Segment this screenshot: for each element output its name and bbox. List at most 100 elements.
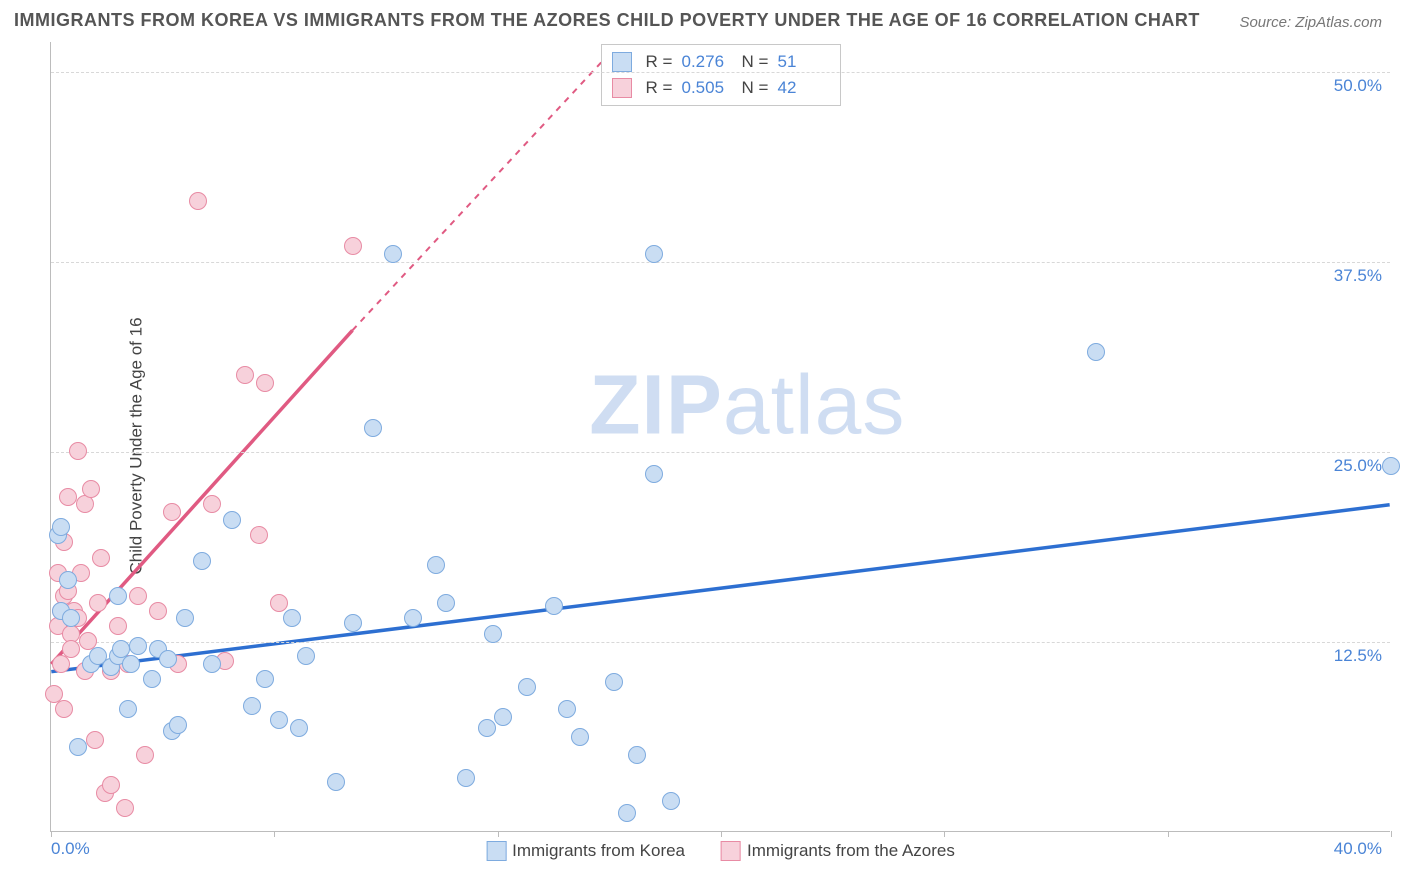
scatter-point-korea: [327, 773, 345, 791]
scatter-point-korea: [59, 571, 77, 589]
scatter-point-azores: [163, 503, 181, 521]
r-value-b: 0.505: [682, 78, 734, 98]
scatter-point-korea: [518, 678, 536, 696]
n-value-b: 42: [778, 78, 830, 98]
scatter-point-korea: [159, 650, 177, 668]
scatter-point-korea: [290, 719, 308, 737]
scatter-point-korea: [1087, 343, 1105, 361]
scatter-plot-area: ZIPatlas R = 0.276 N = 51 R = 0.505 N = …: [50, 42, 1390, 832]
scatter-point-azores: [52, 655, 70, 673]
scatter-point-korea: [283, 609, 301, 627]
gridline: [51, 452, 1390, 453]
scatter-point-azores: [250, 526, 268, 544]
scatter-point-azores: [203, 495, 221, 513]
scatter-point-azores: [149, 602, 167, 620]
scatter-point-korea: [427, 556, 445, 574]
scatter-point-azores: [129, 587, 147, 605]
x-tick: [498, 831, 499, 837]
scatter-point-korea: [494, 708, 512, 726]
bottom-legend: Immigrants from Korea Immigrants from th…: [486, 841, 955, 861]
scatter-point-korea: [143, 670, 161, 688]
x-tick: [721, 831, 722, 837]
scatter-point-azores: [109, 617, 127, 635]
x-tick: [274, 831, 275, 837]
scatter-point-azores: [270, 594, 288, 612]
scatter-point-korea: [571, 728, 589, 746]
scatter-point-azores: [55, 700, 73, 718]
x-tick: [1168, 831, 1169, 837]
x-tick: [51, 831, 52, 837]
y-tick-label: 25.0%: [1334, 456, 1382, 476]
r-label: R =: [646, 78, 674, 98]
y-tick-label: 12.5%: [1334, 646, 1382, 666]
scatter-point-korea: [344, 614, 362, 632]
r-label: R =: [646, 52, 674, 72]
x-tick: [1391, 831, 1392, 837]
scatter-point-korea: [129, 637, 147, 655]
scatter-point-korea: [605, 673, 623, 691]
scatter-point-korea: [457, 769, 475, 787]
scatter-point-azores: [62, 640, 80, 658]
scatter-point-azores: [136, 746, 154, 764]
scatter-point-korea: [437, 594, 455, 612]
gridline: [51, 262, 1390, 263]
legend-item-b: Immigrants from the Azores: [721, 841, 955, 861]
scatter-point-korea: [119, 700, 137, 718]
scatter-point-korea: [223, 511, 241, 529]
scatter-point-korea: [404, 609, 422, 627]
r-value-a: 0.276: [682, 52, 734, 72]
scatter-point-azores: [256, 374, 274, 392]
scatter-point-azores: [344, 237, 362, 255]
stats-row-series-b: R = 0.505 N = 42: [612, 75, 830, 101]
scatter-point-korea: [122, 655, 140, 673]
swatch-series-b: [612, 78, 632, 98]
gridline: [51, 642, 1390, 643]
scatter-point-korea: [478, 719, 496, 737]
scatter-point-korea: [384, 245, 402, 263]
scatter-point-korea: [176, 609, 194, 627]
scatter-point-korea: [109, 587, 127, 605]
scatter-point-azores: [102, 776, 120, 794]
scatter-point-azores: [116, 799, 134, 817]
x-axis-max-label: 40.0%: [1334, 839, 1382, 859]
scatter-point-azores: [189, 192, 207, 210]
scatter-point-korea: [484, 625, 502, 643]
swatch-series-a: [612, 52, 632, 72]
scatter-point-azores: [69, 442, 87, 460]
scatter-point-korea: [270, 711, 288, 729]
x-axis-min-label: 0.0%: [51, 839, 90, 859]
chart-title: IMMIGRANTS FROM KOREA VS IMMIGRANTS FROM…: [14, 10, 1200, 31]
trend-line: [51, 330, 352, 664]
legend-label-a: Immigrants from Korea: [512, 841, 685, 861]
gridline: [51, 72, 1390, 73]
scatter-point-korea: [545, 597, 563, 615]
scatter-point-azores: [82, 480, 100, 498]
scatter-point-azores: [236, 366, 254, 384]
scatter-point-korea: [256, 670, 274, 688]
n-label: N =: [742, 52, 770, 72]
y-tick-label: 50.0%: [1334, 76, 1382, 96]
stats-row-series-a: R = 0.276 N = 51: [612, 49, 830, 75]
legend-item-a: Immigrants from Korea: [486, 841, 685, 861]
scatter-point-korea: [203, 655, 221, 673]
correlation-stats-box: R = 0.276 N = 51 R = 0.505 N = 42: [601, 44, 841, 106]
scatter-point-korea: [193, 552, 211, 570]
scatter-point-korea: [69, 738, 87, 756]
source-attribution: Source: ZipAtlas.com: [1239, 14, 1382, 31]
scatter-point-azores: [86, 731, 104, 749]
scatter-point-korea: [628, 746, 646, 764]
scatter-point-korea: [558, 700, 576, 718]
n-label: N =: [742, 78, 770, 98]
x-tick: [944, 831, 945, 837]
scatter-point-korea: [52, 518, 70, 536]
scatter-point-azores: [59, 488, 77, 506]
scatter-point-korea: [645, 465, 663, 483]
scatter-point-azores: [89, 594, 107, 612]
trend-line: [352, 42, 620, 330]
scatter-point-korea: [645, 245, 663, 263]
scatter-point-korea: [662, 792, 680, 810]
scatter-point-korea: [169, 716, 187, 734]
scatter-point-korea: [297, 647, 315, 665]
scatter-point-korea: [364, 419, 382, 437]
scatter-point-korea: [1382, 457, 1400, 475]
